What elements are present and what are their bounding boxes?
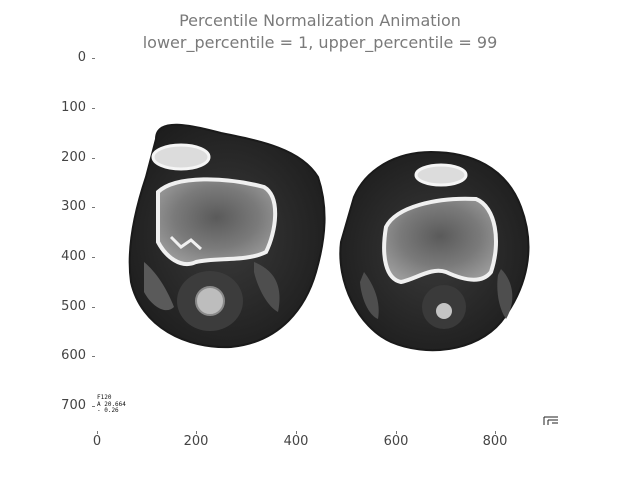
x-tick-mark [296, 431, 297, 434]
overlay-line: F120 [97, 394, 112, 401]
left-patella [151, 143, 211, 171]
y-tick-mark [92, 58, 95, 59]
y-tick-mark [92, 307, 95, 308]
left-knee-cross-section [128, 123, 326, 349]
y-tick-label: 600 [61, 348, 86, 363]
y-tick-label: 300 [61, 199, 86, 214]
left-femur-condyle [156, 177, 278, 266]
x-tick-mark [196, 431, 197, 434]
y-tick-mark [92, 257, 95, 258]
x-tick-label: 800 [482, 434, 508, 449]
y-tick-label: 400 [61, 249, 86, 264]
x-tick-label: 0 [92, 434, 102, 449]
left-popliteal-vessel [195, 286, 225, 316]
y-tick-mark [92, 406, 95, 407]
x-tick-label: 200 [183, 434, 209, 449]
y-tick-mark [92, 207, 95, 208]
y-tick-label: 0 [77, 50, 86, 65]
orientation-marker-icon [543, 416, 558, 425]
right-patella [414, 163, 468, 187]
scan-overlay-text: F120 A 20.664 - 0.26 [97, 394, 126, 415]
y-tick-mark [92, 356, 95, 357]
right-knee-cross-section [339, 150, 530, 352]
right-femur-condyle [382, 196, 498, 285]
ct-knee-image [128, 123, 530, 352]
y-tick-label: 100 [61, 100, 86, 115]
y-tick-label: 500 [61, 299, 86, 314]
x-tick-mark [495, 431, 496, 434]
figure-title: Percentile Normalization Animation [179, 11, 461, 30]
overlay-line: - 0.26 [97, 407, 119, 414]
x-tick-label: 400 [283, 434, 309, 449]
x-tick-mark [97, 431, 98, 434]
left-muscle-band [144, 262, 174, 311]
y-tick-mark [92, 158, 95, 159]
left-muscle-band [254, 262, 280, 312]
figure-subtitle: lower_percentile = 1, upper_percentile =… [142, 33, 498, 52]
right-popliteal-vessel [436, 303, 452, 319]
y-tick-label: 200 [61, 150, 86, 165]
y-tick-label: 700 [61, 398, 86, 413]
x-tick-label: 600 [383, 434, 409, 449]
right-muscle-band [360, 272, 379, 319]
overlay-line: A 20.664 [97, 400, 126, 408]
x-tick-mark [396, 431, 397, 434]
left-bone-edge-detail [169, 235, 203, 251]
y-tick-mark [92, 108, 95, 109]
right-muscle-band [497, 269, 513, 319]
